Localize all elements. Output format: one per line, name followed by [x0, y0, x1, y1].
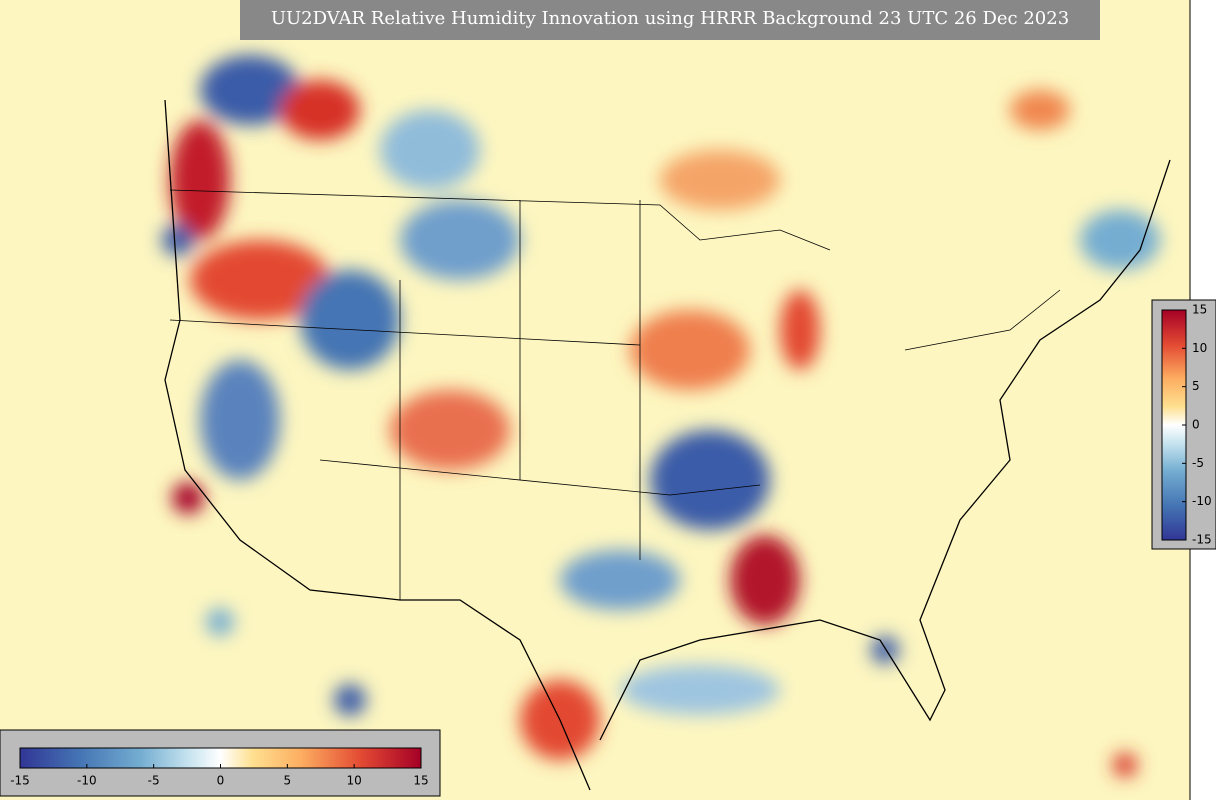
coastline: [164, 99, 1171, 791]
tick-label: -5: [1192, 456, 1204, 470]
tick-label: 0: [217, 774, 225, 788]
tick-label: 5: [1192, 379, 1200, 393]
tick-label: 15: [1192, 303, 1207, 317]
tick-label: -15: [1192, 533, 1212, 547]
tick-label: 10: [347, 774, 362, 788]
tick-label: 0: [1192, 418, 1200, 432]
title: UU2DVAR Relative Humidity Innovation usi…: [271, 8, 1069, 29]
tick-label: -10: [77, 774, 97, 788]
tick-label: 15: [413, 774, 428, 788]
tick-label: -15: [10, 774, 30, 788]
colorbar-ticks: -15 -15 -10 -10 -5 -5 0 0 5 5 10 10 15 15: [10, 303, 1211, 788]
map-background: [0, 0, 1190, 800]
title-box: [240, 0, 1100, 40]
tick-label: 10: [1192, 341, 1207, 355]
boundaries: [169, 189, 1061, 600]
tick-label: -5: [148, 774, 160, 788]
tick-label: -10: [1192, 494, 1212, 508]
tick-label: 5: [284, 774, 292, 788]
